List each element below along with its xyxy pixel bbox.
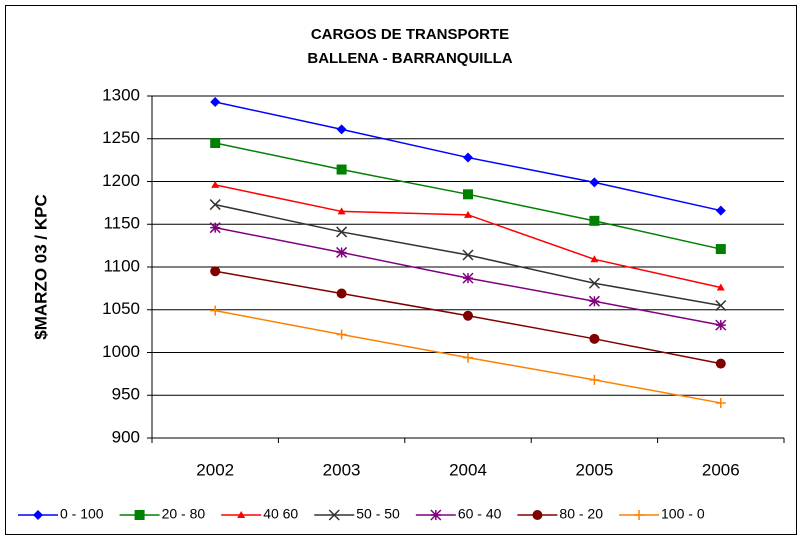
marker [430, 509, 442, 521]
marker [336, 226, 348, 238]
y-tick-label: 1150 [103, 214, 140, 233]
marker [716, 283, 725, 291]
y-axis-label: $MARZO 03 / KPC [31, 194, 50, 339]
y-tick-label: 1300 [102, 85, 140, 104]
marker [463, 352, 473, 363]
y-tick-label: 900 [112, 427, 140, 446]
marker [589, 374, 600, 385]
y-tick-label: 1100 [103, 256, 140, 275]
marker [590, 255, 599, 263]
marker [463, 310, 473, 321]
y-tick-label: 950 [112, 385, 140, 404]
marker [588, 277, 600, 289]
chart-title: CARGOS DE TRANSPORTE [311, 26, 509, 43]
marker [464, 210, 472, 218]
marker [336, 329, 347, 340]
marker [462, 272, 474, 284]
marker [588, 295, 600, 307]
marker [462, 249, 474, 261]
legend-label: 50 - 50 [356, 506, 400, 522]
marker [634, 510, 645, 520]
x-tick-label: 2006 [702, 460, 740, 479]
marker [715, 244, 726, 255]
marker [715, 205, 726, 216]
marker [336, 246, 348, 258]
y-tick-label: 1250 [102, 128, 140, 147]
x-tick-label: 2004 [449, 460, 487, 479]
marker [211, 180, 220, 188]
marker [336, 288, 347, 299]
marker [589, 333, 600, 344]
marker [589, 177, 600, 188]
marker [715, 299, 727, 312]
marker [210, 305, 221, 316]
marker [33, 510, 43, 520]
x-tick-label: 2002 [196, 460, 234, 479]
marker [336, 164, 347, 175]
marker [463, 152, 473, 163]
marker [589, 215, 600, 226]
marker [134, 510, 145, 520]
legend-label: 60 - 40 [458, 506, 502, 522]
marker [337, 207, 346, 215]
marker [209, 222, 221, 234]
x-tick-label: 2003 [323, 460, 361, 479]
marker [209, 199, 221, 211]
chart-border [5, 5, 797, 535]
marker [328, 509, 340, 521]
marker [210, 96, 221, 107]
legend-label: 0 - 100 [60, 506, 104, 522]
marker [210, 138, 221, 149]
marker [463, 189, 473, 200]
marker [336, 124, 347, 135]
marker [210, 266, 221, 277]
legend-label: 40 60 [263, 506, 298, 522]
marker [715, 319, 727, 331]
legend-label: 80 - 20 [559, 506, 603, 522]
y-tick-label: 1200 [102, 171, 140, 190]
chart-subtitle: BALLENA - BARRANQUILLA [307, 50, 512, 67]
legend-label: 20 - 80 [162, 506, 206, 522]
legend-label: 100 - 0 [661, 506, 705, 522]
marker [532, 510, 543, 520]
marker [715, 397, 726, 408]
marker [715, 358, 726, 369]
y-tick-label: 1000 [102, 342, 140, 361]
marker [237, 511, 246, 518]
y-tick-label: 1050 [102, 299, 140, 318]
x-tick-label: 2005 [575, 460, 613, 479]
